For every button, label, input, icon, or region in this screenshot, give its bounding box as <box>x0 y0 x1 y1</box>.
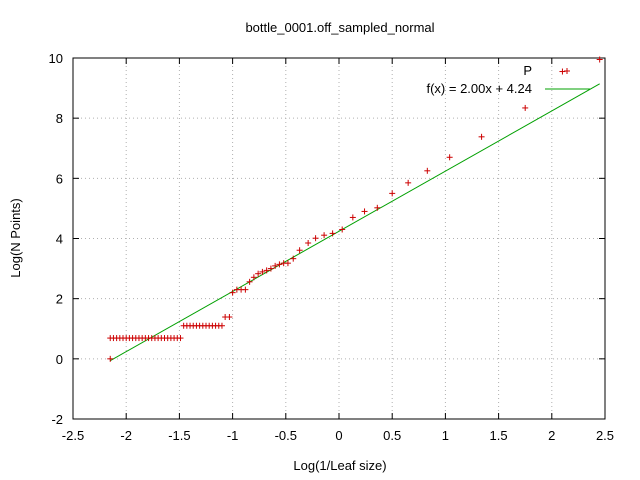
data-point <box>321 232 328 239</box>
legend-label-fit: f(x) = 2.00x + 4.24 <box>426 81 532 96</box>
data-point <box>349 214 356 221</box>
y-tick-label: 10 <box>49 51 63 66</box>
data-point <box>177 335 184 342</box>
data-point <box>361 208 368 215</box>
data-point <box>446 154 453 161</box>
x-tick-label: -2 <box>120 428 132 443</box>
fit-line <box>109 83 600 362</box>
x-tick-label: -2.5 <box>62 428 84 443</box>
x-tick-label: 1.5 <box>490 428 508 443</box>
data-point <box>107 355 114 362</box>
data-point <box>255 270 262 277</box>
data-points-series <box>107 56 603 362</box>
x-tick-label: 2.5 <box>596 428 614 443</box>
data-point <box>250 274 257 281</box>
legend-label-p: P <box>523 63 532 78</box>
data-point <box>296 247 303 254</box>
x-tick-label: 2 <box>548 428 555 443</box>
y-tick-label: 2 <box>56 292 63 307</box>
fit-line-series <box>109 83 600 362</box>
legend: P f(x) = 2.00x + 4.24 <box>426 63 590 96</box>
data-point <box>389 190 396 197</box>
y-tick-label: 8 <box>56 111 63 126</box>
data-point <box>424 167 431 174</box>
data-point <box>374 204 381 211</box>
y-tick-label: 0 <box>56 352 63 367</box>
data-point <box>596 56 603 63</box>
legend-marker-p <box>564 68 570 74</box>
x-tick-label: -1 <box>227 428 239 443</box>
data-point <box>276 261 283 268</box>
x-tick-label: 1 <box>442 428 449 443</box>
grid-lines <box>73 58 605 419</box>
x-tick-label: 0 <box>335 428 342 443</box>
data-point <box>242 286 249 293</box>
x-tick-label: -0.5 <box>275 428 297 443</box>
data-point <box>478 133 485 140</box>
data-point <box>218 322 225 329</box>
data-point <box>259 268 266 275</box>
legend-point-marker <box>564 68 570 74</box>
data-point <box>522 104 529 111</box>
data-point <box>339 226 346 233</box>
y-axis-label: Log(N Points) <box>8 198 23 277</box>
x-tick-label: 0.5 <box>383 428 401 443</box>
data-point <box>226 314 233 321</box>
data-point <box>229 289 236 296</box>
data-point <box>263 267 270 274</box>
data-point <box>267 265 274 272</box>
data-point <box>272 262 279 269</box>
x-axis-label: Log(1/Leaf size) <box>293 458 386 473</box>
y-tick-label: 6 <box>56 171 63 186</box>
y-tick-label: 4 <box>56 232 63 247</box>
data-point <box>405 179 412 186</box>
y-tick-label: -2 <box>51 412 63 427</box>
data-point <box>329 230 336 237</box>
data-point <box>312 235 319 242</box>
data-point <box>246 278 253 285</box>
data-point <box>284 260 291 267</box>
data-point <box>290 255 297 262</box>
chart-title: bottle_0001.off_sampled_normal <box>245 20 434 35</box>
data-point <box>305 240 312 247</box>
data-point <box>559 68 566 75</box>
x-tick-label: -1.5 <box>168 428 190 443</box>
